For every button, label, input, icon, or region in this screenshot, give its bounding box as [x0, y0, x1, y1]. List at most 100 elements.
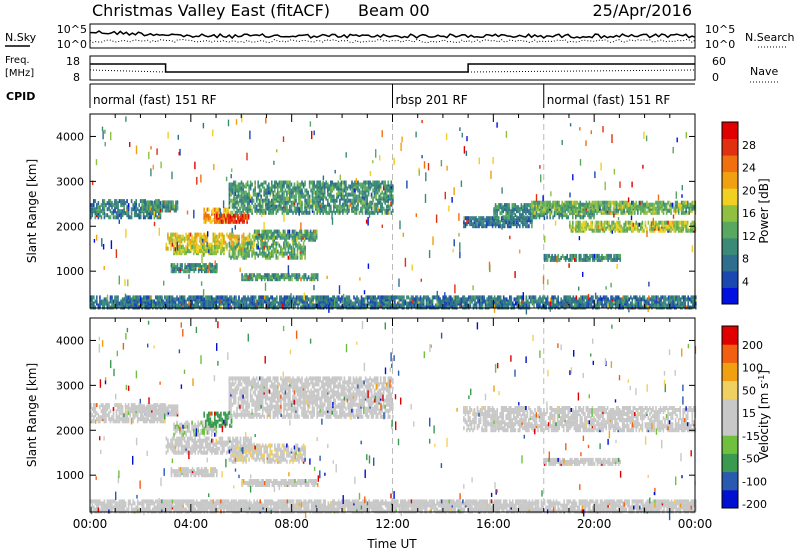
- data-cell: [337, 186, 340, 191]
- data-cell: [108, 215, 110, 220]
- data-cell: [274, 247, 276, 252]
- data-cell: [200, 245, 202, 250]
- data-cell: [487, 222, 489, 227]
- data-cell: [214, 245, 216, 250]
- data-cell: [363, 184, 365, 189]
- data-cell: [246, 245, 249, 250]
- data-cell: [266, 202, 269, 207]
- data-cell: [595, 253, 597, 258]
- data-cell: [474, 299, 476, 304]
- data-cell: [313, 186, 315, 191]
- data-cell: [297, 295, 299, 300]
- data-cell: [448, 295, 451, 300]
- data-cell: [384, 198, 386, 203]
- data-cell: [373, 190, 376, 195]
- data-cell: [667, 200, 669, 205]
- data-cell: [188, 249, 190, 254]
- data-cell: [243, 184, 246, 189]
- data-cell: [475, 216, 477, 221]
- data-cell: [146, 295, 148, 300]
- data-cell: [121, 199, 124, 204]
- data-cell: [418, 297, 420, 302]
- data-cell: [315, 295, 317, 300]
- data-cell: [671, 220, 674, 225]
- data-cell: [301, 190, 303, 195]
- data-cell: [475, 301, 478, 306]
- data-cell: [345, 295, 348, 300]
- data-cell: [237, 186, 240, 191]
- data-cell: [240, 186, 243, 191]
- data-cell: [102, 205, 104, 210]
- data-cell: [226, 232, 228, 237]
- data-cell: [201, 295, 204, 300]
- data-cell: [254, 275, 257, 280]
- data-cell: [142, 215, 145, 220]
- data-cell: [596, 206, 598, 211]
- data-cell: [182, 245, 184, 250]
- data-cell: [135, 295, 137, 300]
- data-cell: [532, 215, 535, 220]
- data-cell: [221, 295, 224, 300]
- data-cell: [253, 295, 255, 300]
- data-cell: [168, 236, 171, 241]
- data-cell: [287, 198, 290, 203]
- data-cell: [296, 237, 298, 242]
- data-cell: [584, 228, 586, 233]
- data-cell: [99, 213, 101, 218]
- data-cell: [237, 253, 240, 258]
- data-cell: [677, 220, 680, 225]
- data-cell: [264, 180, 267, 185]
- data-cell: [688, 202, 690, 207]
- data-cell: [118, 199, 121, 204]
- data-cell: [242, 295, 245, 300]
- data-cell: [188, 263, 191, 268]
- data-cell: [327, 299, 330, 304]
- data-cell: [120, 209, 122, 214]
- data-cell: [544, 200, 547, 205]
- data-cell: [283, 243, 285, 248]
- data-cell: [510, 209, 512, 214]
- data-cell: [474, 295, 476, 300]
- data-cell: [656, 208, 659, 213]
- data-cell: [635, 200, 638, 205]
- data-cell: [365, 295, 367, 300]
- data-cell: [240, 198, 243, 203]
- data-cell: [105, 213, 107, 218]
- data-cell: [290, 194, 293, 199]
- data-cell: [294, 231, 297, 236]
- data-cell: [316, 277, 319, 282]
- data-cell: [621, 208, 624, 213]
- data-cell: [242, 208, 244, 213]
- data-cell: [117, 295, 119, 300]
- data-cell: [111, 299, 113, 304]
- data-cell: [203, 269, 206, 274]
- data-cell: [606, 204, 609, 209]
- data-cell: [133, 299, 136, 304]
- data-cell: [385, 204, 388, 209]
- data-cell: [170, 200, 173, 205]
- data-cell: [688, 228, 690, 233]
- data-cell: [641, 204, 644, 209]
- data-cell: [484, 224, 486, 229]
- data-cell: [332, 303, 334, 308]
- data-cell: [624, 200, 627, 205]
- data-cell: [516, 215, 518, 220]
- data-cell: [127, 295, 130, 300]
- data-cell: [575, 215, 577, 220]
- data-cell: [404, 299, 407, 304]
- date-label: 25/Apr/2016: [592, 1, 692, 20]
- data-cell: [192, 249, 195, 254]
- data-cell: [117, 201, 119, 206]
- data-cell: [209, 242, 212, 247]
- data-cell: [242, 198, 244, 203]
- data-cell: [173, 269, 176, 274]
- data-cell: [650, 226, 653, 231]
- data-cell: [305, 198, 308, 203]
- data-cell: [348, 192, 350, 197]
- data-cell: [679, 226, 681, 231]
- data-cell: [105, 299, 107, 304]
- data-cell: [269, 208, 272, 213]
- data-cell: [155, 200, 158, 205]
- data-cell: [281, 180, 284, 185]
- data-cell: [183, 236, 186, 241]
